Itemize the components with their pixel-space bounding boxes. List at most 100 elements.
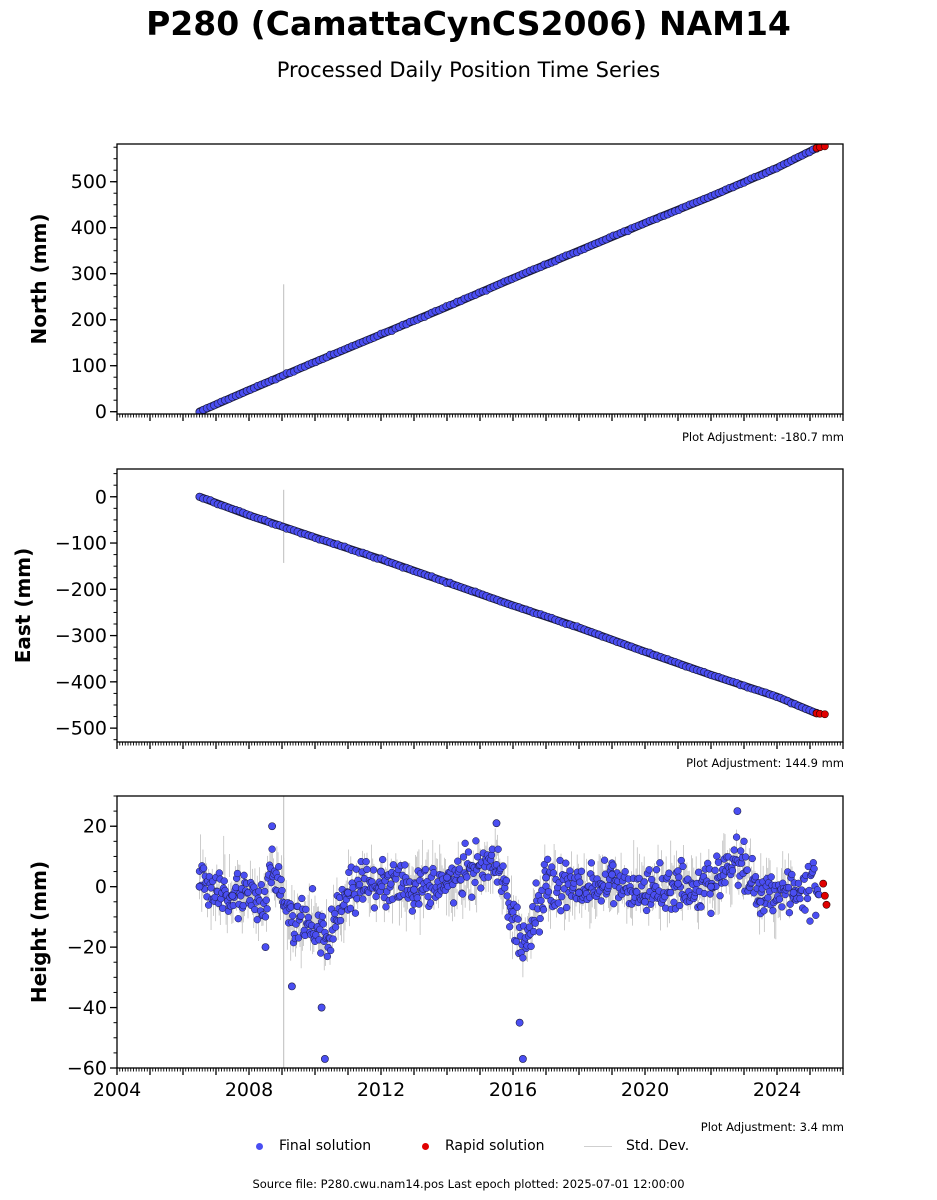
final-point (743, 866, 751, 874)
final-point (515, 1018, 524, 1027)
final-point (512, 937, 520, 946)
y-tick-label: −200 (55, 579, 107, 601)
final-point (261, 887, 269, 896)
x-tick-label: 2020 (621, 1079, 669, 1101)
final-point (454, 857, 462, 865)
final-point (199, 864, 208, 872)
final-point (298, 894, 306, 903)
final-point (732, 833, 741, 841)
final-point (633, 888, 641, 896)
final-point (640, 878, 648, 886)
final-point (370, 904, 379, 912)
final-point (233, 869, 242, 878)
final-point (786, 900, 794, 908)
final-point (544, 888, 553, 896)
final-point (647, 875, 656, 884)
y-tick-label: −500 (55, 718, 107, 740)
final-point (379, 855, 387, 864)
final-point (566, 867, 574, 875)
final-point (716, 892, 724, 900)
final-point (468, 893, 476, 901)
final-point (734, 881, 742, 889)
final-point (742, 853, 750, 861)
final-point (557, 907, 565, 915)
legend-rapid: Rapid solution (422, 1138, 545, 1154)
final-point (707, 882, 715, 891)
final-point (577, 867, 586, 875)
final-point (267, 879, 275, 887)
final-point (810, 865, 818, 873)
rapid-point (819, 879, 828, 888)
final-point (587, 859, 596, 867)
final-point (785, 909, 794, 917)
legend-std-label: Std. Dev. (626, 1138, 690, 1154)
final-point (473, 853, 482, 861)
final-point (362, 858, 370, 866)
final-point (346, 904, 355, 912)
final-point (764, 894, 772, 902)
y-tick-label: 0 (95, 876, 107, 898)
final-point (767, 873, 775, 881)
final-point (234, 915, 242, 923)
y-axis-label: North (mm) (27, 213, 51, 344)
y-tick-label: 100 (71, 355, 107, 377)
final-point (302, 905, 310, 913)
panel-0: 0 100 200 300 400 500 North (mm) (27, 143, 844, 423)
final-point (740, 837, 748, 845)
final-point (413, 894, 421, 902)
legend-final: Final solution (256, 1138, 371, 1154)
y-tick-label: 200 (71, 309, 107, 331)
height-plot-adjustment: Plot Adjustment: 3.4 mm (700, 1120, 844, 1134)
final-point (320, 1055, 329, 1063)
final-point (195, 882, 204, 891)
final-point (389, 861, 398, 869)
final-point (382, 903, 390, 911)
rapid-point (820, 144, 829, 151)
final-point (576, 878, 584, 886)
final-point (492, 819, 501, 828)
final-point (424, 893, 432, 901)
legend-rapid-label: Rapid solution (445, 1138, 545, 1154)
final-point (244, 888, 252, 897)
final-point (519, 1055, 527, 1063)
final-point (464, 848, 473, 856)
final-point (359, 895, 367, 903)
final-point (519, 954, 527, 962)
final-point (812, 911, 820, 919)
final-point (760, 907, 768, 915)
final-point (600, 856, 609, 864)
final-point (289, 912, 297, 920)
final-point (268, 845, 276, 853)
final-point (679, 862, 687, 871)
rapid-solution-series (812, 144, 829, 153)
final-point (560, 885, 568, 893)
y-tick-label: 20 (83, 816, 107, 838)
final-point (268, 822, 276, 831)
page-subtitle: Processed Daily Position Time Series (276, 58, 661, 82)
final-point (449, 899, 458, 907)
final-point (459, 853, 468, 861)
final-point (665, 869, 673, 877)
plot-area-2 (195, 796, 831, 1068)
final-point (369, 866, 378, 874)
final-point (329, 935, 337, 943)
final-point (401, 861, 409, 869)
std-dev-line-icon (584, 1145, 612, 1147)
final-point (494, 845, 502, 853)
final-point (331, 909, 339, 918)
final-point (237, 892, 245, 900)
final-point (676, 901, 684, 910)
final-point (377, 867, 385, 876)
page-title: P280 (CamattaCynCS2006) NAM14 (146, 4, 791, 43)
final-point (748, 854, 756, 863)
final-point (443, 873, 451, 882)
final-point (656, 859, 664, 867)
y-axis-label: Height (mm) (27, 861, 51, 1003)
chart-legend: Final solution Rapid solution Std. Dev. (0, 1138, 937, 1158)
final-point (363, 865, 371, 874)
final-point (262, 896, 270, 904)
x-tick-label: 2008 (225, 1079, 273, 1101)
final-point (532, 879, 540, 887)
final-point (378, 882, 386, 891)
